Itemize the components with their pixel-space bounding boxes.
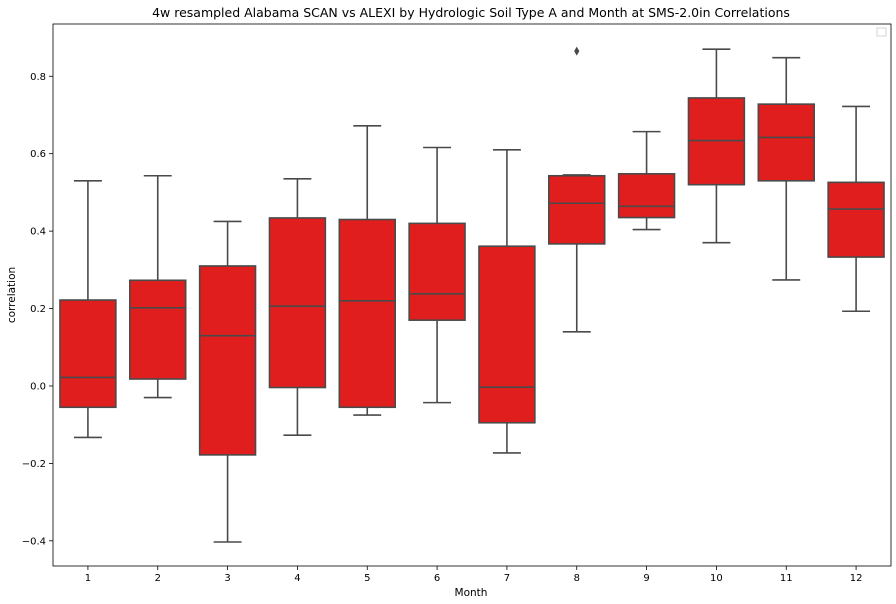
x-tick-label: 1 — [85, 573, 91, 584]
box-month-5 — [338, 125, 396, 416]
box-month-6 — [408, 146, 466, 404]
y-tick-label: 0.8 — [30, 72, 46, 83]
iqr-box — [268, 217, 327, 389]
x-axis: 1 2 3 4 5 6 7 8 9 10 11 12 — [85, 566, 863, 584]
box-month-12 — [827, 105, 885, 313]
iqr-box — [548, 174, 606, 245]
y-axis: −0.4 −0.2 0.0 0.2 0.4 0.6 0.8 — [22, 72, 53, 547]
iqr-box — [59, 299, 117, 409]
x-tick-label: 10 — [710, 573, 723, 584]
x-tick-label: 7 — [504, 573, 510, 584]
box-month-8 — [548, 46, 606, 333]
box-month-3 — [198, 220, 257, 543]
x-tick-label: 8 — [574, 573, 580, 584]
box-month-1 — [59, 179, 117, 439]
iqr-box — [827, 181, 885, 258]
x-tick-label: 6 — [434, 573, 440, 584]
y-tick-label: 0.4 — [30, 227, 46, 238]
legend-box — [876, 27, 887, 37]
box-series — [59, 46, 885, 543]
outlier-point — [574, 46, 580, 56]
y-tick-label: 0.6 — [30, 149, 46, 160]
x-tick-label: 3 — [224, 573, 230, 584]
iqr-box — [617, 173, 676, 219]
iqr-box — [198, 265, 257, 456]
box-month-4 — [268, 178, 327, 436]
plot-frame — [52, 23, 892, 567]
y-tick-label: −0.2 — [22, 459, 46, 470]
x-tick-label: 4 — [294, 573, 300, 584]
x-tick-label: 9 — [643, 573, 649, 584]
box-month-2 — [129, 174, 187, 399]
iqr-box — [478, 245, 536, 424]
x-tick-label: 2 — [155, 573, 161, 584]
x-axis-label: Month — [455, 587, 488, 599]
box-month-11 — [757, 56, 815, 281]
x-tick-label: 11 — [780, 573, 793, 584]
x-tick-label: 12 — [850, 573, 863, 584]
y-tick-label: −0.4 — [22, 536, 46, 547]
box-month-7 — [478, 149, 536, 454]
box-month-10 — [687, 48, 746, 244]
iqr-box — [757, 103, 815, 182]
y-tick-label: 0.0 — [30, 381, 46, 392]
x-tick-label: 5 — [364, 573, 370, 584]
y-tick-label: 0.2 — [30, 304, 46, 315]
iqr-box — [129, 279, 187, 380]
chart-title: 4w resampled Alabama SCAN vs ALEXI by Hy… — [152, 5, 790, 20]
iqr-box — [408, 222, 466, 321]
box-month-9 — [617, 130, 676, 231]
y-axis-label: correlation — [6, 267, 18, 323]
iqr-box — [338, 218, 396, 409]
